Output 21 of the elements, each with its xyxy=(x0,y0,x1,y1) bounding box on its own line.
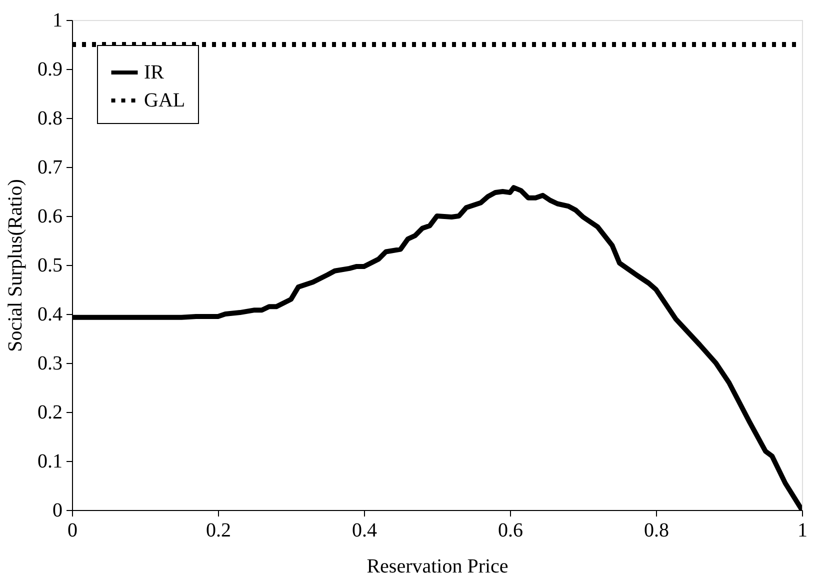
legend-label: GAL xyxy=(144,90,186,112)
y-tick-label: 0.1 xyxy=(38,450,62,472)
y-tick-label: 0.9 xyxy=(38,58,62,80)
x-tick-label: 0.6 xyxy=(498,520,523,542)
y-axis-title: Social Surplus(Ratio) xyxy=(4,179,26,352)
y-tick-label: 0.2 xyxy=(38,402,62,424)
y-tick-label: 0.7 xyxy=(38,156,62,178)
x-tick-label: 0.2 xyxy=(206,520,231,542)
y-tick-label: 0 xyxy=(52,500,62,522)
y-tick-label: 0.3 xyxy=(38,352,62,374)
x-tick-label: 0 xyxy=(68,520,78,542)
y-tick-label: 0.5 xyxy=(38,254,62,276)
legend-label: IR xyxy=(144,62,165,84)
y-tick-label: 0.6 xyxy=(38,206,62,228)
x-tick-label: 0.4 xyxy=(352,520,377,542)
y-tick-label: 0.8 xyxy=(38,108,62,130)
y-tick-label: 0.4 xyxy=(38,304,62,326)
x-tick-label: 1 xyxy=(798,520,808,542)
x-tick-label: 0.8 xyxy=(644,520,669,542)
y-tick-label: 1 xyxy=(52,10,62,32)
x-axis-title: Reservation Price xyxy=(366,556,508,578)
